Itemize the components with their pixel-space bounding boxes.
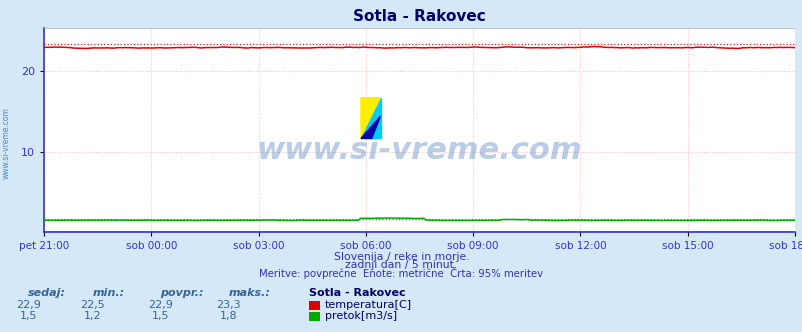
Polygon shape bbox=[361, 98, 380, 138]
Text: sedaj:: sedaj: bbox=[28, 288, 66, 298]
Polygon shape bbox=[361, 116, 380, 138]
Text: 1,8: 1,8 bbox=[220, 311, 237, 321]
Text: 23,3: 23,3 bbox=[217, 300, 241, 310]
Polygon shape bbox=[361, 98, 380, 138]
Text: 1,5: 1,5 bbox=[152, 311, 169, 321]
Text: 22,9: 22,9 bbox=[148, 300, 172, 310]
Text: temperatura[C]: temperatura[C] bbox=[325, 300, 411, 310]
Text: Slovenija / reke in morje.: Slovenija / reke in morje. bbox=[334, 252, 468, 262]
Text: 22,5: 22,5 bbox=[80, 300, 104, 310]
Text: www.si-vreme.com: www.si-vreme.com bbox=[257, 136, 581, 165]
Text: maks.:: maks.: bbox=[229, 288, 270, 298]
Text: min.:: min.: bbox=[92, 288, 124, 298]
Text: 1,5: 1,5 bbox=[19, 311, 37, 321]
Text: Sotla - Rakovec: Sotla - Rakovec bbox=[309, 288, 405, 298]
Text: 1,2: 1,2 bbox=[83, 311, 101, 321]
Text: povpr.:: povpr.: bbox=[160, 288, 204, 298]
Title: Sotla - Rakovec: Sotla - Rakovec bbox=[353, 9, 485, 24]
Text: Meritve: povprečne  Enote: metrične  Črta: 95% meritev: Meritve: povprečne Enote: metrične Črta:… bbox=[259, 267, 543, 279]
Text: pretok[m3/s]: pretok[m3/s] bbox=[325, 311, 397, 321]
Text: zadnji dan / 5 minut.: zadnji dan / 5 minut. bbox=[345, 260, 457, 270]
Text: www.si-vreme.com: www.si-vreme.com bbox=[2, 107, 11, 179]
Text: 22,9: 22,9 bbox=[16, 300, 40, 310]
